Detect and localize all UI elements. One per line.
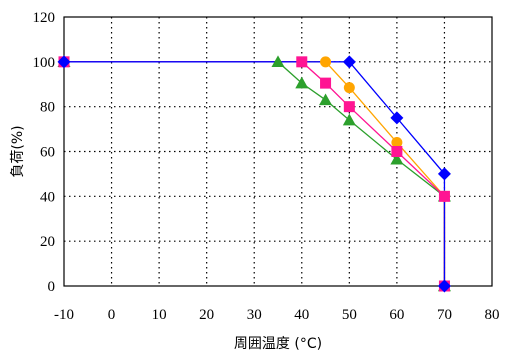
x-tick-label: 60 — [389, 307, 404, 323]
data-point-diamond — [342, 55, 356, 69]
data-point-diamond — [437, 279, 451, 293]
series-markers — [57, 55, 451, 293]
x-tick-label: 0 — [108, 307, 116, 323]
x-tick-label: 20 — [199, 307, 214, 323]
y-tick-label: 20 — [40, 234, 55, 250]
y-tick-label: 120 — [33, 10, 56, 26]
x-axis-title: 周囲温度 (°C) — [234, 336, 322, 352]
x-axis-tick-labels: -10 0 10 20 30 40 50 60 70 80 — [54, 307, 500, 323]
y-axis-tick-labels: 0 20 40 60 80 100 120 — [33, 10, 56, 295]
data-point-square — [320, 77, 332, 89]
data-point-triangle — [319, 93, 333, 106]
x-tick-label: 80 — [485, 307, 500, 323]
x-tick-label: 70 — [437, 307, 452, 323]
data-point-diamond — [57, 55, 71, 69]
data-point-triangle — [271, 55, 285, 68]
data-point-diamond — [390, 111, 404, 125]
y-tick-label: 0 — [48, 279, 56, 295]
data-point-triangle — [295, 76, 309, 89]
x-tick-label: 10 — [152, 307, 167, 323]
plot-area-frame — [63, 16, 493, 287]
data-point-triangle — [390, 152, 404, 165]
x-tick-label: -10 — [54, 307, 74, 323]
data-point-circle — [320, 56, 332, 68]
y-tick-label: 60 — [40, 145, 55, 161]
y-tick-label: 80 — [40, 100, 55, 116]
x-tick-label: 50 — [342, 307, 357, 323]
data-point-square — [343, 101, 355, 113]
data-point-square — [391, 146, 403, 157]
data-point-circle — [343, 82, 355, 94]
data-point-circle — [391, 137, 403, 149]
y-axis-title: 負荷(%) — [10, 125, 26, 177]
y-tick-label: 100 — [33, 55, 56, 71]
x-tick-label: 40 — [294, 307, 309, 323]
data-point-square — [296, 56, 308, 68]
x-tick-label: 30 — [247, 307, 262, 323]
data-point-diamond — [437, 167, 451, 181]
y-tick-label: 40 — [40, 189, 55, 205]
data-point-square — [438, 190, 450, 202]
data-point-triangle — [342, 113, 356, 126]
